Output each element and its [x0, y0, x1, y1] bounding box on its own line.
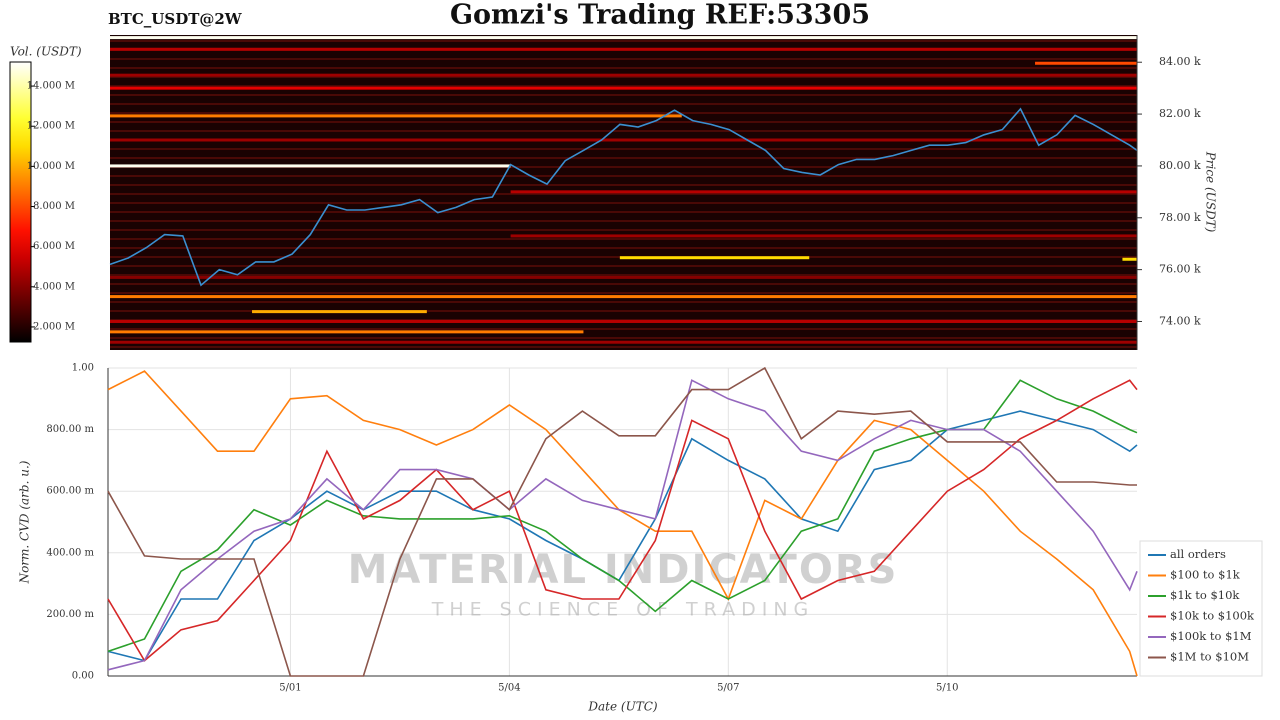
legend-label: $100 to $1k [1170, 568, 1241, 582]
colorbar-tick-label: 4.000 M [33, 281, 75, 292]
colorbar-tick-label: 10.000 M [27, 161, 75, 172]
cvd-plot: 0.00 200.00 m 400.00 m 600.00 m 800.00 m 1.00… [46, 363, 1263, 694]
series-line [107, 379, 1138, 662]
series-line [107, 410, 1138, 662]
colorbar-tick-label: 6.000 M [33, 241, 75, 252]
y-tick-label: 78.00 k [1159, 211, 1201, 224]
liquidity-band [110, 36, 1137, 40]
liquidity-band [110, 138, 1137, 142]
y-tick-label: 84.00 k [1159, 55, 1201, 68]
x-axis-label: Date (UTC) [587, 700, 657, 714]
y-tick-label: 200.00 m [46, 609, 94, 620]
liquidity-band [110, 275, 1137, 279]
liquidity-band [510, 234, 1137, 238]
price-line [109, 107, 1138, 287]
legend-label: $1M to $10M [1170, 650, 1249, 664]
liquidity-band [1035, 61, 1137, 65]
y-tick-label: 800.00 m [46, 424, 94, 435]
heatmap-plot: 2.000 M 4.000 M 6.000 M 8.000 M 10.000 M 12.0… [27, 35, 1201, 350]
colorbar-tick-label: 8.000 M [33, 201, 75, 212]
y-tick-label: 1.00 [72, 363, 94, 374]
y-axis-label: Norm. CVD (arb. u.) [18, 460, 32, 584]
chart-title: Gomzi's Trading REF:53305 [450, 0, 870, 31]
series-line [107, 370, 1138, 677]
liquidity-band [110, 164, 511, 168]
legend-label: $10k to $100k [1170, 609, 1255, 623]
series-line [107, 379, 1138, 671]
x-tick-label: 5/10 [936, 683, 958, 694]
x-tick-label: 5/04 [498, 683, 520, 694]
liquidity-band [510, 190, 1137, 194]
y-tick-label: 82.00 k [1159, 107, 1201, 120]
liquidity-band [110, 319, 1137, 323]
liquidity-band [110, 340, 1137, 344]
series-line [107, 366, 1137, 677]
series-line [107, 379, 1138, 653]
liquidity-band [110, 47, 1137, 51]
liquidity-band [619, 256, 810, 260]
x-tick-label: 5/01 [279, 683, 301, 694]
liquidity-band [110, 114, 682, 118]
x-tick-label: 5/07 [717, 683, 739, 694]
colorbar-tick-label: 2.000 M [33, 321, 75, 332]
chart-subtitle: BTC_USDT@2W [108, 10, 243, 28]
y-tick-label: 400.00 m [46, 547, 94, 558]
y-tick-label: 76.00 k [1159, 263, 1201, 276]
colorbar [9, 61, 32, 343]
y-tick-label: 80.00 k [1159, 159, 1201, 172]
liquidity-band [1122, 257, 1137, 261]
watermark: MATERIAL INDICATORS [348, 547, 899, 593]
legend-label: all orders [1170, 547, 1226, 561]
colorbar-tick-label: 14.000 M [27, 81, 75, 92]
liquidity-band [110, 330, 584, 334]
legend-label: $1k to $10k [1170, 588, 1240, 602]
colorbar-label: Vol. (USDT) [10, 45, 82, 59]
watermark: THE SCIENCE OF TRADING [431, 599, 815, 621]
legend-box [1139, 540, 1263, 677]
y-axis-label: Price (USDT) [1204, 151, 1218, 233]
liquidity-band [110, 86, 1137, 90]
colorbar-tick-label: 12.000 M [27, 121, 75, 132]
liquidity-band [110, 295, 1137, 299]
liquidity-band [252, 310, 427, 314]
legend-label: $100k to $1M [1170, 629, 1252, 643]
y-tick-label: 0.00 [72, 671, 94, 682]
y-tick-label: 600.00 m [46, 486, 94, 497]
liquidity-band [110, 73, 1137, 77]
y-tick-label: 74.00 k [1159, 314, 1201, 327]
